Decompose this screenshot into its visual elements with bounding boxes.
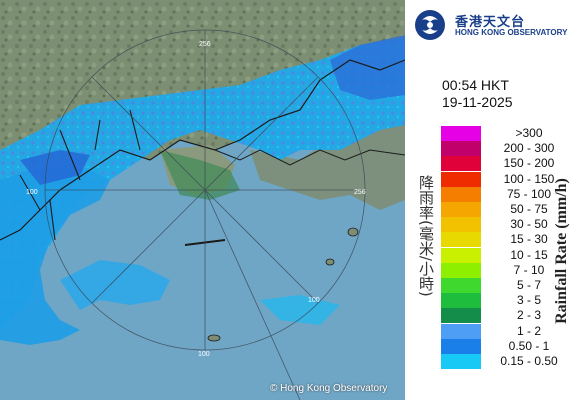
legend-row: 10 - 15: [441, 247, 576, 263]
legend-row: 50 - 75: [441, 202, 576, 217]
range-label-southeast: 100: [308, 297, 320, 304]
observatory-logo: 香港天文台 HONG KONG OBSERVATORY: [413, 8, 575, 42]
legend-row: 150 - 200: [441, 156, 576, 172]
legend-swatch: [441, 338, 481, 354]
legend-label: 0.15 - 0.50: [500, 354, 558, 368]
legend-label: 1 - 2: [516, 323, 541, 338]
legend-swatch: [441, 232, 481, 248]
legend-row: 200 - 300: [441, 141, 576, 157]
legend-swatch: [441, 202, 481, 217]
legend-row: 75 - 100: [441, 186, 576, 202]
legend-label: 75 - 100: [506, 186, 552, 201]
legend-swatch: [441, 126, 481, 141]
legend-swatch: [441, 308, 481, 324]
legend-row: 15 - 30: [441, 232, 576, 248]
timestamp: 00:54 HKT 19-11-2025: [442, 77, 513, 111]
legend-swatch: [441, 278, 481, 293]
legend-label: 30 - 50: [510, 217, 548, 232]
legend-label: 0.50 - 1: [508, 338, 550, 353]
legend-title-english-wrap: Rainfall Rate (mm/h): [547, 160, 571, 340]
date-text: 19-11-2025: [442, 94, 513, 110]
radar-map: 256 256 100 100 100 © Hong Kong Observat…: [0, 0, 405, 400]
legend-panel: 香港天文台 HONG KONG OBSERVATORY 00:54 HKT 19…: [405, 0, 577, 400]
legend-swatch: [441, 171, 481, 187]
observatory-emblem-icon: [415, 10, 445, 40]
range-label-north: 256: [199, 41, 211, 48]
time-text: 00:54 HKT: [442, 77, 509, 93]
legend-title-english: Rainfall Rate (mm/h): [553, 178, 570, 324]
logo-chinese-text: 香港天文台: [455, 15, 526, 30]
legend-label: 7 - 10: [513, 262, 545, 277]
range-label-west: 100: [26, 189, 38, 196]
legend-row: 3 - 5: [441, 293, 576, 309]
legend-swatch: [441, 247, 481, 263]
legend-swatch: [441, 293, 481, 309]
legend-label: 5 - 7: [516, 278, 541, 292]
legend-label: 150 - 200: [503, 156, 555, 171]
legend-label: 2 - 3: [516, 308, 541, 323]
legend-label: 100 - 150: [503, 171, 555, 186]
legend-row: >300: [441, 126, 576, 141]
legend-label: 10 - 15: [510, 247, 548, 262]
legend-row: 7 - 10: [441, 262, 576, 278]
legend-label: 200 - 300: [503, 141, 555, 156]
legend-label: 15 - 30: [510, 232, 548, 247]
legend-swatch: [441, 186, 481, 202]
logo-english-text: HONG KONG OBSERVATORY: [455, 28, 568, 37]
legend-label: 50 - 75: [510, 202, 548, 216]
legend-swatch: [441, 354, 481, 369]
legend-row: 100 - 150: [441, 171, 576, 187]
legend-row: 30 - 50: [441, 217, 576, 233]
legend-row: 0.50 - 1: [441, 338, 576, 354]
legend-label: 3 - 5: [516, 293, 541, 308]
legend-swatch: [441, 141, 481, 157]
legend-row: 0.15 - 0.50: [441, 354, 576, 369]
radar-image: 256 256 100 100 100: [0, 0, 405, 400]
legend-row: 5 - 7: [441, 278, 576, 293]
legend-swatch: [441, 217, 481, 233]
legend-swatch: [441, 262, 481, 278]
legend-row: 1 - 2: [441, 323, 576, 339]
copyright-text: © Hong Kong Observatory: [270, 383, 388, 394]
legend-swatch: [441, 156, 481, 172]
legend-title-chinese: 降雨率(毫米/小時): [417, 175, 435, 297]
legend-swatch: [441, 323, 481, 339]
range-label-south: 100: [198, 351, 210, 358]
legend-label: >300: [515, 126, 543, 140]
range-label-east: 256: [354, 189, 366, 196]
legend-row: 2 - 3: [441, 308, 576, 324]
